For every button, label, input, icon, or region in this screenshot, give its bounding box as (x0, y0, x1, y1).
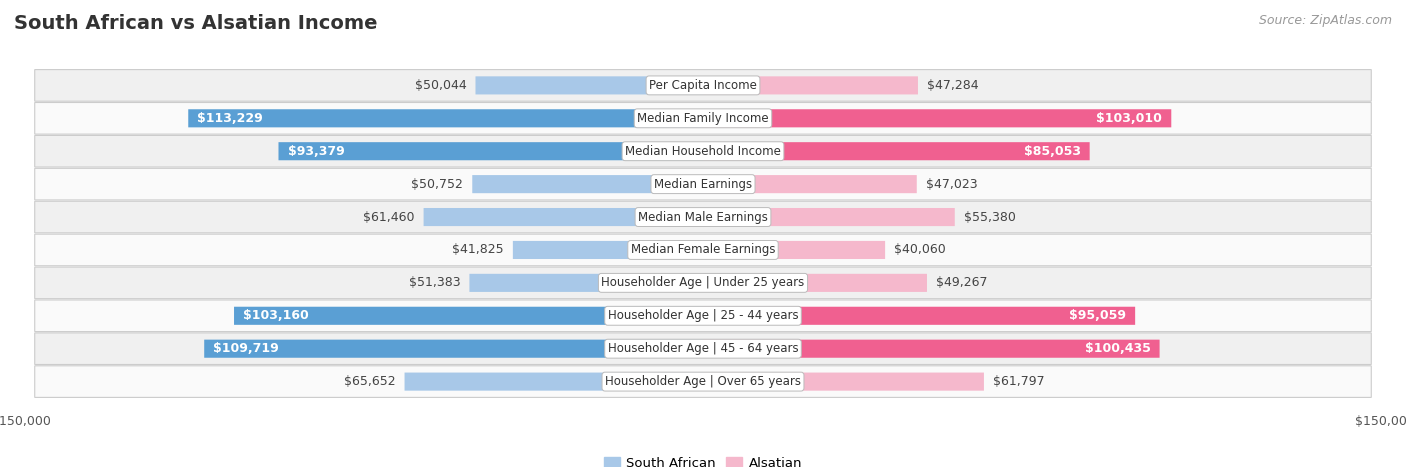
FancyBboxPatch shape (35, 333, 1371, 364)
Text: Median Male Earnings: Median Male Earnings (638, 211, 768, 224)
Text: $113,229: $113,229 (197, 112, 263, 125)
Text: $41,825: $41,825 (453, 243, 503, 256)
FancyBboxPatch shape (35, 267, 1371, 299)
Text: $95,059: $95,059 (1069, 309, 1126, 322)
FancyBboxPatch shape (703, 241, 886, 259)
FancyBboxPatch shape (513, 241, 703, 259)
FancyBboxPatch shape (703, 76, 918, 94)
Text: $65,652: $65,652 (344, 375, 395, 388)
FancyBboxPatch shape (35, 201, 1371, 233)
Legend: South African, Alsatian: South African, Alsatian (599, 452, 807, 467)
Text: Median Family Income: Median Family Income (637, 112, 769, 125)
Text: $55,380: $55,380 (965, 211, 1015, 224)
FancyBboxPatch shape (35, 135, 1371, 167)
Text: $103,010: $103,010 (1097, 112, 1163, 125)
Text: Source: ZipAtlas.com: Source: ZipAtlas.com (1258, 14, 1392, 27)
FancyBboxPatch shape (35, 168, 1371, 200)
FancyBboxPatch shape (703, 109, 1171, 127)
Text: $49,267: $49,267 (936, 276, 987, 290)
Text: Median Household Income: Median Household Income (626, 145, 780, 158)
Text: Median Earnings: Median Earnings (654, 177, 752, 191)
Text: $47,284: $47,284 (927, 79, 979, 92)
Text: Median Female Earnings: Median Female Earnings (631, 243, 775, 256)
Text: $109,719: $109,719 (214, 342, 278, 355)
Text: Householder Age | 25 - 44 years: Householder Age | 25 - 44 years (607, 309, 799, 322)
FancyBboxPatch shape (405, 373, 703, 391)
Text: $93,379: $93,379 (288, 145, 344, 158)
FancyBboxPatch shape (35, 300, 1371, 332)
FancyBboxPatch shape (35, 103, 1371, 134)
FancyBboxPatch shape (278, 142, 703, 160)
Text: Householder Age | 45 - 64 years: Householder Age | 45 - 64 years (607, 342, 799, 355)
Text: South African vs Alsatian Income: South African vs Alsatian Income (14, 14, 378, 33)
FancyBboxPatch shape (35, 234, 1371, 266)
Text: $85,053: $85,053 (1024, 145, 1081, 158)
Text: $100,435: $100,435 (1084, 342, 1150, 355)
FancyBboxPatch shape (472, 175, 703, 193)
FancyBboxPatch shape (703, 274, 927, 292)
Text: $51,383: $51,383 (409, 276, 460, 290)
Text: Householder Age | Over 65 years: Householder Age | Over 65 years (605, 375, 801, 388)
FancyBboxPatch shape (703, 142, 1090, 160)
FancyBboxPatch shape (35, 70, 1371, 101)
FancyBboxPatch shape (703, 340, 1160, 358)
Text: $47,023: $47,023 (927, 177, 977, 191)
Text: $61,460: $61,460 (363, 211, 415, 224)
FancyBboxPatch shape (703, 175, 917, 193)
FancyBboxPatch shape (703, 208, 955, 226)
Text: Householder Age | Under 25 years: Householder Age | Under 25 years (602, 276, 804, 290)
Text: Per Capita Income: Per Capita Income (650, 79, 756, 92)
Text: $40,060: $40,060 (894, 243, 946, 256)
Text: $50,044: $50,044 (415, 79, 467, 92)
Text: $50,752: $50,752 (412, 177, 463, 191)
FancyBboxPatch shape (233, 307, 703, 325)
FancyBboxPatch shape (35, 366, 1371, 397)
FancyBboxPatch shape (470, 274, 703, 292)
FancyBboxPatch shape (703, 373, 984, 391)
FancyBboxPatch shape (204, 340, 703, 358)
FancyBboxPatch shape (188, 109, 703, 127)
FancyBboxPatch shape (475, 76, 703, 94)
Text: $61,797: $61,797 (993, 375, 1045, 388)
FancyBboxPatch shape (703, 307, 1135, 325)
Text: $103,160: $103,160 (243, 309, 309, 322)
FancyBboxPatch shape (423, 208, 703, 226)
